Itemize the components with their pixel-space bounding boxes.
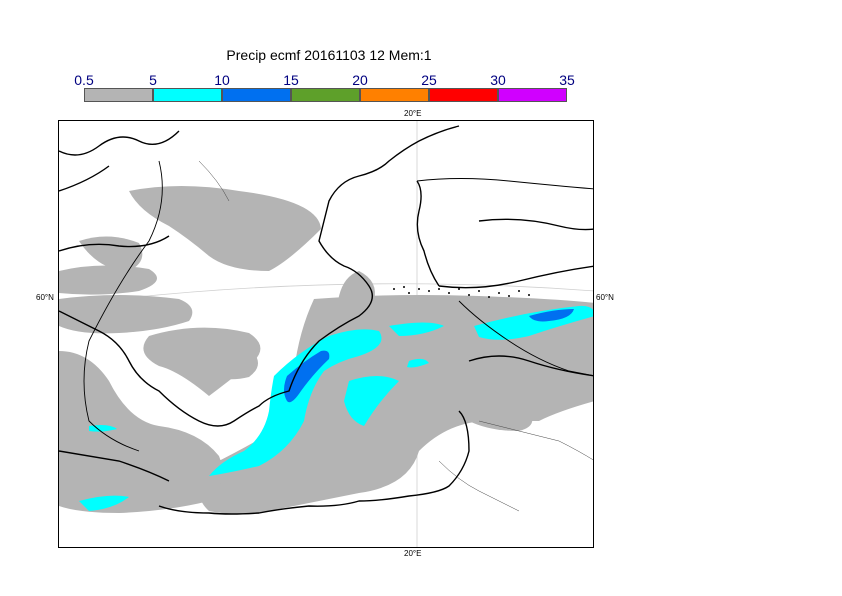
legend-label-7: 35	[559, 72, 575, 88]
precipitation-map	[58, 120, 594, 548]
legend-label-5: 25	[421, 72, 437, 88]
internal-borders	[198, 160, 593, 512]
precip-band-0-5-5	[59, 186, 593, 514]
legend-label-6: 30	[490, 72, 506, 88]
legend-swatch-4	[360, 88, 429, 102]
map-canvas	[59, 121, 593, 547]
lat-label-left: 60°N	[36, 293, 54, 302]
legend-label-0: 0.5	[74, 72, 94, 88]
legend-swatch-2	[222, 88, 291, 102]
lon-label-bottom: 20°E	[404, 549, 422, 558]
legend-label-2: 10	[214, 72, 230, 88]
lon-label-top: 20°E	[404, 109, 422, 118]
legend-label-4: 20	[352, 72, 368, 88]
precip-band-10-15	[284, 309, 574, 403]
island-dots	[393, 286, 530, 298]
legend-label-3: 15	[283, 72, 299, 88]
legend-swatch-5	[429, 88, 498, 102]
country-borders	[83, 160, 593, 452]
chart-title: Precip ecmf 20161103 12 Mem:1	[226, 47, 432, 63]
legend-label-1: 5	[149, 72, 157, 88]
legend-swatch-3	[291, 88, 360, 102]
legend-swatch-0	[84, 88, 153, 102]
legend-swatch-6	[498, 88, 567, 102]
legend-swatch-1	[153, 88, 222, 102]
lat-label-right: 60°N	[596, 293, 614, 302]
coastlines	[59, 125, 593, 515]
